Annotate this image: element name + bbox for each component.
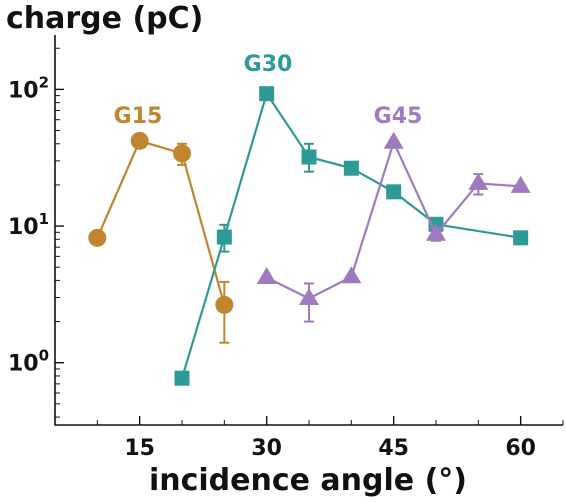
y-tick-base: 10 — [8, 215, 39, 240]
data-point — [513, 230, 529, 246]
data-point — [383, 131, 404, 149]
series-label-g15: G15 — [114, 104, 163, 129]
series-label-g30: G30 — [244, 52, 293, 77]
y-tick-exponent: 2 — [39, 73, 49, 91]
y-tick-label: 100 — [8, 347, 49, 377]
series-line — [180, 91, 521, 379]
x-tick-label: 15 — [124, 436, 155, 461]
data-point — [173, 144, 191, 163]
data-point — [216, 229, 232, 245]
series-g45 — [256, 131, 531, 323]
data-point — [299, 287, 319, 305]
data-point — [468, 172, 489, 190]
y-tick-exponent: 0 — [39, 347, 49, 365]
data-point — [256, 266, 277, 284]
x-axis-title: incidence angle (°) — [149, 463, 467, 498]
series-g15 — [88, 131, 234, 344]
y-axis-title: charge (pC) — [6, 1, 203, 36]
series-g30 — [174, 86, 529, 386]
series-line — [266, 139, 521, 300]
y-tick-label: 102 — [8, 73, 49, 103]
data-point — [343, 160, 359, 176]
data-point — [386, 184, 402, 200]
data-point — [130, 131, 149, 150]
data-point — [426, 223, 446, 241]
series-label-g45: G45 — [374, 104, 423, 129]
data-point — [174, 370, 190, 386]
series-layer: G15 G30 G45 — [88, 52, 531, 386]
x-tick-label: 30 — [251, 436, 282, 461]
y-tick-base: 10 — [8, 352, 39, 377]
axis-frame — [54, 35, 563, 426]
y-tick-exponent: 1 — [39, 210, 49, 228]
data-point — [215, 295, 234, 314]
data-point — [341, 266, 362, 284]
series-line — [96, 139, 226, 306]
data-point — [88, 228, 107, 247]
x-tick-label: 45 — [378, 436, 409, 461]
data-point — [259, 86, 275, 102]
y-tick-label: 101 — [8, 210, 49, 240]
data-point — [510, 175, 531, 193]
x-tick-label: 60 — [505, 436, 536, 461]
y-tick-base: 10 — [8, 78, 39, 103]
data-point — [301, 149, 317, 165]
